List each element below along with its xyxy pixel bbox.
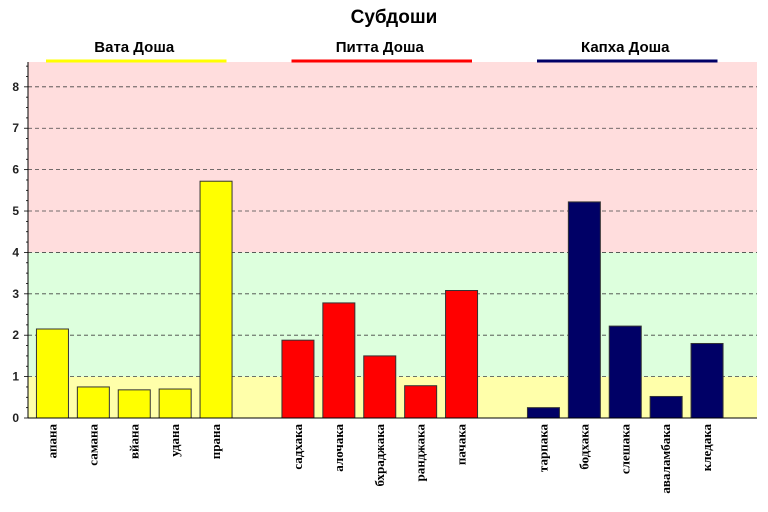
y-axis: 0 1 2 3 4 5 6 7 8 — [12, 62, 757, 425]
category-label: бхраджака — [372, 424, 387, 487]
chart-title: Субдоши — [351, 7, 438, 28]
legend-label: Капха Доша — [581, 39, 670, 56]
y-tick-label: 0 — [12, 411, 19, 425]
category-label: бодхака — [576, 424, 591, 470]
bar — [608, 325, 642, 419]
category-label: тарпака — [535, 424, 550, 473]
category-label: вйана — [126, 424, 141, 460]
y-tick-label: 4 — [12, 245, 19, 259]
bar — [322, 302, 356, 419]
bar — [445, 290, 479, 419]
y-tick-label: 7 — [12, 121, 19, 135]
bar — [158, 388, 192, 419]
category-label: апана — [44, 424, 59, 459]
category-label: кледака — [699, 424, 714, 472]
category-label: пачака — [454, 424, 469, 466]
gridlines — [28, 86, 757, 378]
category-label: удана — [167, 424, 182, 457]
group-legend: Вата Доша Питта Доша Капха Доша — [46, 39, 718, 63]
bar — [690, 342, 724, 419]
bar — [363, 355, 397, 419]
category-label: алочака — [331, 424, 346, 472]
bar — [526, 407, 560, 419]
y-tick-label: 5 — [12, 204, 19, 218]
category-label: прана — [208, 424, 223, 460]
bar — [76, 386, 110, 419]
y-tick-label: 3 — [12, 287, 19, 301]
bar — [35, 328, 69, 419]
y-tick-label: 6 — [12, 163, 19, 177]
band-2 — [28, 62, 757, 253]
category-label: садхака — [290, 424, 305, 470]
category-labels: апана самана вйана удана прана садхака алочака… — [44, 424, 714, 494]
category-label: ранджака — [413, 424, 428, 482]
legend-label: Вата Доша — [94, 39, 175, 56]
bar — [117, 389, 151, 419]
category-label: слешака — [617, 424, 632, 475]
background-bands — [28, 62, 757, 418]
bar — [281, 339, 315, 419]
y-tick-label: 8 — [12, 80, 19, 94]
bar — [199, 180, 233, 419]
bar — [567, 201, 601, 419]
category-label: самана — [85, 424, 100, 466]
y-tick-label: 2 — [12, 328, 19, 342]
bar — [649, 395, 683, 419]
category-label: аваламбака — [658, 424, 673, 494]
y-tick-label: 1 — [12, 370, 19, 384]
legend-label: Питта Доша — [336, 39, 425, 56]
bar — [404, 385, 438, 419]
